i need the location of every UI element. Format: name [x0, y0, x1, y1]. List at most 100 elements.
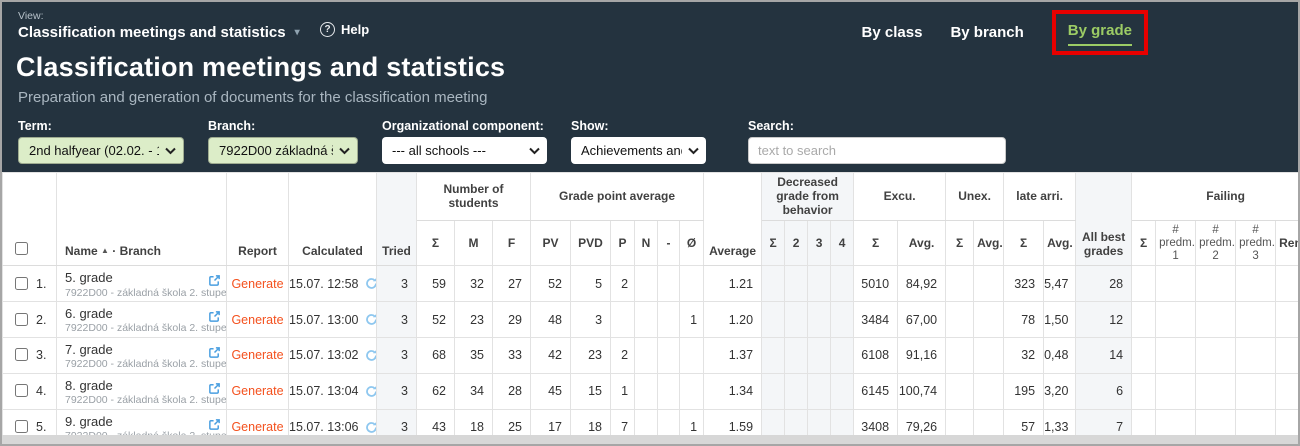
cell-unex_sum — [945, 301, 975, 338]
col-header-excu_avg: Avg. — [897, 220, 947, 267]
row-checkbox[interactable] — [15, 384, 28, 398]
view-selector-value: Classification meetings and statistics — [18, 24, 286, 41]
cell-sum: 52 — [416, 301, 455, 338]
row-checkbox[interactable] — [15, 276, 28, 290]
cell-f: 28 — [491, 372, 532, 410]
show-select[interactable]: Achievements and attend — [571, 137, 706, 164]
row-index: 4. — [36, 384, 47, 399]
cell-pv: 48 — [530, 301, 572, 338]
cell-tried: 3 — [376, 337, 417, 374]
grade-name-cell: 8. grade 7922D00 - základná škola 2. stup… — [56, 372, 227, 410]
view-selector-dropdown[interactable]: Classification meetings and statistics ▾ — [18, 24, 300, 41]
recalculate-icon[interactable] — [365, 421, 376, 434]
col-header-all_best: All best grades — [1075, 172, 1133, 267]
table-row: 2. 6. grade 7922D00 - základná škola 2. st… — [2, 301, 1298, 338]
cell-all_best: 28 — [1075, 265, 1133, 303]
cell-dash — [657, 265, 681, 303]
external-link-icon[interactable] — [208, 382, 221, 398]
row-index: 2. — [36, 312, 47, 327]
cell-n — [634, 372, 659, 410]
cell-pvd: 15 — [570, 372, 612, 410]
cell-b2 — [784, 372, 809, 410]
group-header-failing: Failing — [1131, 172, 1298, 222]
grade-name-cell: 7. grade 7922D00 - základná škola 2. stup… — [56, 337, 227, 374]
cell-unex_sum — [945, 337, 975, 374]
tab-by-grade[interactable]: By grade — [1067, 22, 1132, 46]
horizontal-scrollbar[interactable] — [2, 435, 1298, 444]
name-header-label: Name — [65, 244, 102, 259]
col-header-bsum: Σ — [761, 220, 786, 267]
recalculate-icon[interactable] — [365, 277, 376, 290]
recalculate-icon[interactable] — [365, 349, 376, 362]
sort-ascending-icon: ▲ — [101, 246, 109, 256]
term-filter: Term: 2nd halfyear (02.02. - 10.0 — [18, 119, 184, 164]
cell-fail_p3 — [1235, 337, 1277, 374]
cell-tried: 3 — [376, 265, 417, 303]
cell-n — [634, 337, 659, 374]
row-select-cell: 1. — [2, 265, 57, 303]
group-header-decreased-grade-from-behavior: Decreased grade from behavior — [761, 172, 855, 222]
calculated-wrap: 15.07. 13:02 — [289, 348, 376, 363]
row-select-cell: 4. — [2, 372, 57, 410]
recalculate-icon[interactable] — [365, 385, 376, 398]
col-header-name[interactable]: Name ▲ · Branch — [56, 172, 227, 267]
grades-table: Name ▲ · Branch Report Calculated Tried Numb… — [2, 172, 1298, 444]
grade-branch: 7922D00 - základná škola 2. stupeň — [65, 322, 227, 335]
report-cell: Generate — [226, 265, 289, 303]
cell-unex_sum — [945, 372, 975, 410]
cell-p: 2 — [610, 337, 636, 374]
recalculate-icon[interactable] — [365, 313, 376, 326]
col-header-fail_p2: # predm. 2 — [1195, 220, 1237, 267]
generate-report-button[interactable]: Generate — [231, 276, 284, 291]
row-checkbox[interactable] — [15, 420, 28, 434]
cell-f: 33 — [491, 337, 532, 374]
help-button[interactable]: ? Help — [320, 22, 369, 37]
cell-fail_p1 — [1155, 301, 1197, 338]
cell-rem_exam — [1275, 337, 1298, 374]
cell-b2 — [784, 337, 809, 374]
cell-excu_sum: 5010 — [853, 265, 899, 303]
cell-average: 1.34 — [703, 372, 763, 410]
org-component-select[interactable]: --- all schools --- — [382, 137, 547, 164]
col-header-n: N — [634, 220, 659, 267]
cell-bsum — [761, 265, 786, 303]
cell-unex_avg — [973, 372, 1005, 410]
page-header: View: Classification meetings and statis… — [2, 2, 1298, 172]
tab-by-class[interactable]: By class — [861, 23, 923, 41]
branch-select[interactable]: 7922D00 základná škola 2 — [208, 137, 358, 164]
external-link-icon[interactable] — [208, 310, 221, 326]
cell-late_avg: 0,48 — [1043, 337, 1077, 374]
cell-sum: 59 — [416, 265, 455, 303]
col-header-check — [2, 172, 57, 267]
generate-report-button[interactable]: Generate — [231, 348, 284, 363]
tab-by-branch[interactable]: By branch — [950, 23, 1024, 41]
generate-report-button[interactable]: Generate — [231, 420, 284, 435]
search-input[interactable] — [748, 137, 1006, 164]
col-header-p: P — [610, 220, 636, 267]
row-checkbox[interactable] — [15, 312, 28, 326]
calculated-wrap: 15.07. 12:58 — [289, 276, 376, 291]
calculated-cell: 15.07. 13:02 — [288, 337, 377, 374]
external-link-icon[interactable] — [208, 346, 221, 362]
group-header-late-arri: late arri. — [1003, 172, 1077, 222]
cell-avg0 — [679, 337, 705, 374]
col-header-late_sum: Σ — [1003, 220, 1045, 267]
generate-report-button[interactable]: Generate — [231, 312, 284, 327]
term-select[interactable]: 2nd halfyear (02.02. - 10.0 — [18, 137, 184, 164]
col-header-tried: Tried — [376, 172, 417, 267]
cell-bsum — [761, 301, 786, 338]
col-header-pvd: PVD — [570, 220, 612, 267]
col-header-f: F — [491, 220, 532, 267]
external-link-icon[interactable] — [208, 274, 221, 290]
cell-pv: 52 — [530, 265, 572, 303]
col-header-rem_exam: Rem exa — [1275, 220, 1298, 267]
cell-excu_sum: 6108 — [853, 337, 899, 374]
col-header-late_avg: Avg. — [1043, 220, 1077, 267]
calculated-timestamp: 15.07. 12:58 — [289, 276, 359, 291]
cell-avg0: 1 — [679, 301, 705, 338]
row-checkbox[interactable] — [15, 348, 28, 362]
external-link-icon[interactable] — [208, 418, 221, 434]
select-all-checkbox[interactable] — [15, 242, 28, 256]
calculated-timestamp: 15.07. 13:02 — [289, 348, 359, 363]
generate-report-button[interactable]: Generate — [231, 384, 284, 399]
